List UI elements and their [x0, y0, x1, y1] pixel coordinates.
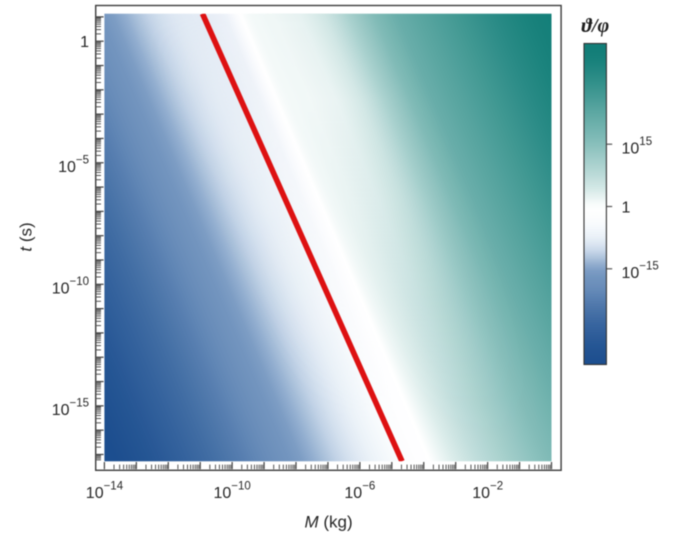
svg-text:10−6: 10−6: [344, 481, 375, 503]
svg-text:ϑ/φ: ϑ/φ: [581, 15, 609, 37]
svg-text:10−2: 10−2: [472, 481, 503, 503]
svg-text:1015: 1015: [622, 136, 653, 158]
svg-text:10−10: 10−10: [52, 276, 89, 298]
svg-text:t (s): t (s): [17, 222, 36, 251]
svg-text:M (kg): M (kg): [305, 513, 353, 532]
svg-text:10−15: 10−15: [622, 260, 659, 282]
svg-text:10−14: 10−14: [86, 481, 124, 503]
svg-text:10−10: 10−10: [214, 481, 251, 503]
svg-text:10−15: 10−15: [52, 398, 89, 420]
svg-text:1: 1: [622, 200, 631, 217]
svg-text:10−5: 10−5: [58, 154, 89, 176]
svg-text:1: 1: [80, 34, 89, 51]
